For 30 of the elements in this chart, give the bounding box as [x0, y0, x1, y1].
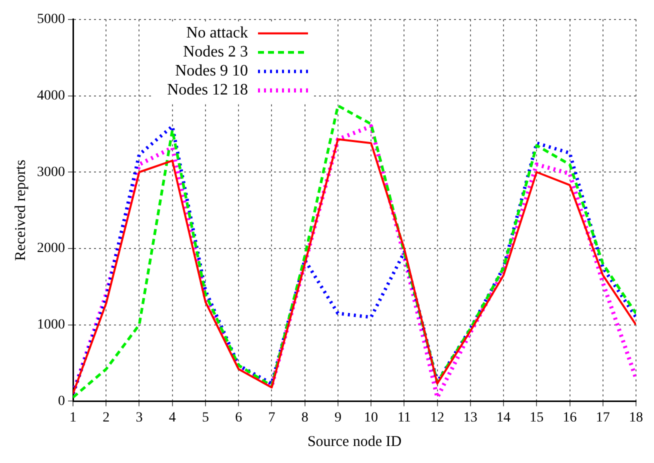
x-tick-label: 10 [364, 410, 378, 426]
x-tick-label: 4 [168, 410, 176, 426]
x-tick-label: 13 [463, 410, 478, 426]
x-tick-label: 7 [268, 410, 276, 426]
x-tick-label: 14 [496, 410, 511, 426]
x-tick-label: 3 [136, 410, 143, 426]
legend-label: Nodes 9 10 [175, 62, 248, 80]
legend-label: Nodes 2 3 [183, 44, 248, 61]
y-tick-label: 1000 [37, 318, 65, 333]
y-tick-label: 3000 [37, 164, 65, 180]
legend-label: No attack [186, 24, 248, 42]
y-axis-title: Received reports [12, 160, 29, 261]
y-tick-label: 5000 [37, 12, 65, 28]
x-tick-label: 17 [596, 410, 610, 426]
x-tick-label: 12 [430, 410, 444, 426]
legend-label: Nodes 12 18 [167, 82, 248, 99]
x-tick-label: 11 [397, 410, 411, 426]
x-tick-label: 8 [301, 410, 308, 426]
x-tick-label: 1 [70, 410, 76, 426]
x-tick-label: 15 [530, 410, 544, 426]
x-tick-label: 5 [202, 410, 209, 426]
y-tick-label: 0 [58, 394, 65, 409]
y-tick-label: 2000 [37, 241, 65, 256]
x-axis-title: Source node ID [307, 434, 402, 450]
x-tick-label: 9 [334, 410, 342, 426]
x-tick-label: 2 [102, 410, 110, 426]
x-tick-label: 6 [235, 410, 242, 426]
x-tick-label: 18 [629, 410, 643, 426]
y-tick-label: 4000 [37, 88, 65, 104]
x-tick-label: 16 [562, 410, 577, 426]
